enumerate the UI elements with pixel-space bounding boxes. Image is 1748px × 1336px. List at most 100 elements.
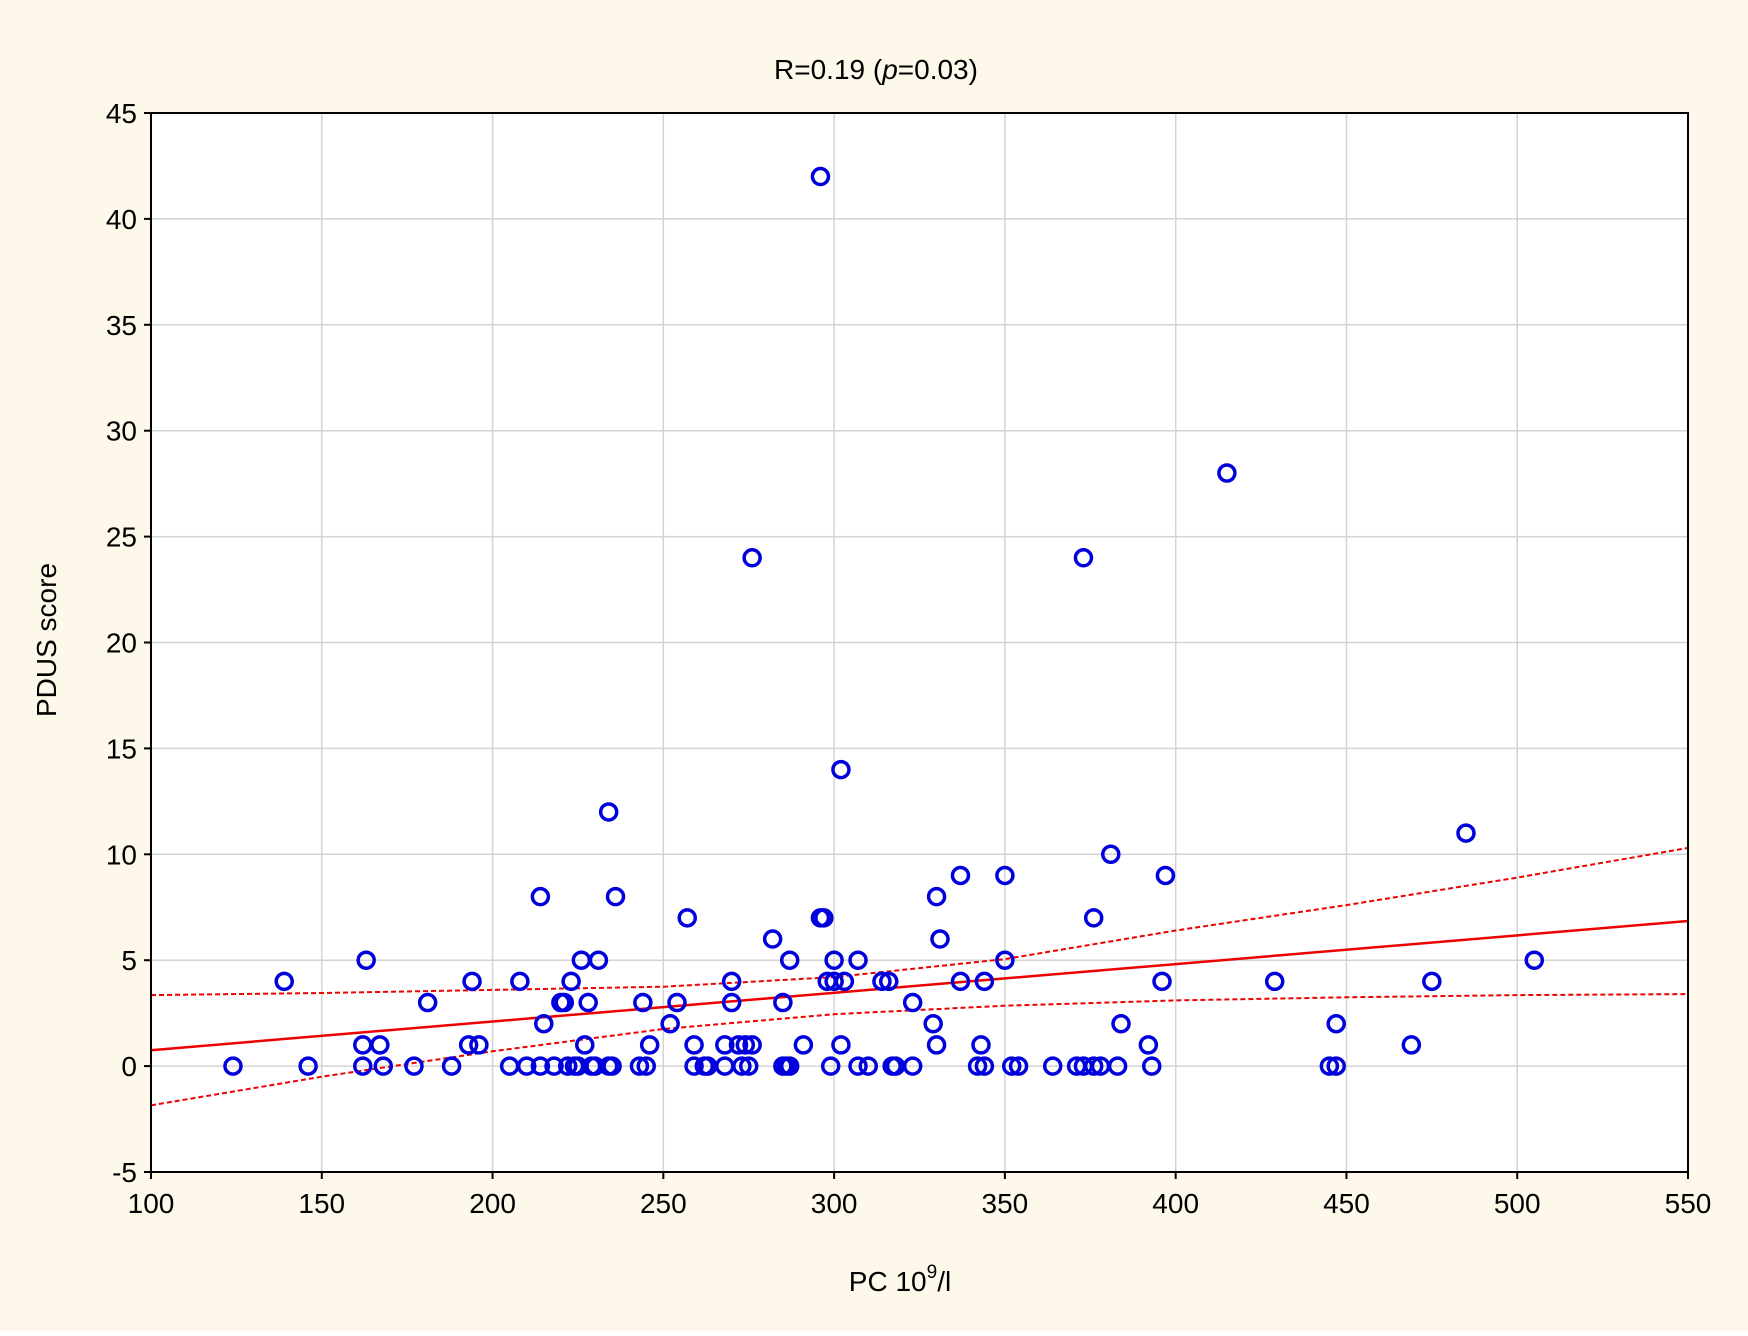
- x-tick-label: 100: [128, 1188, 175, 1219]
- data-point: [1138, 1035, 1159, 1055]
- data-point: [1326, 1056, 1346, 1076]
- y-tick-label: 15: [106, 733, 137, 764]
- data-point: [950, 971, 971, 992]
- data-point: [223, 1056, 243, 1076]
- data-point: [516, 1056, 537, 1076]
- data-point: [356, 950, 376, 970]
- data-point: [605, 886, 626, 907]
- data-point: [544, 1056, 564, 1076]
- data-point: [879, 971, 899, 992]
- data-point: [1155, 865, 1176, 886]
- data-point: [1217, 463, 1237, 483]
- data-point: [639, 1035, 660, 1055]
- data-point: [598, 802, 619, 822]
- data-point: [930, 929, 950, 949]
- x-tick-label: 450: [1323, 1188, 1370, 1219]
- y-tick-label: 35: [106, 310, 137, 341]
- data-point: [950, 865, 971, 886]
- data-point: [370, 1035, 390, 1055]
- data-point: [1456, 823, 1476, 843]
- data-point: [831, 759, 851, 780]
- data-point: [926, 1035, 947, 1055]
- data-point: [721, 971, 742, 992]
- y-tick-label: 0: [121, 1051, 137, 1082]
- data-point: [773, 992, 793, 1013]
- data-point: [1111, 1013, 1131, 1034]
- data-point: [274, 971, 294, 992]
- data-point: [353, 1056, 373, 1076]
- data-point: [588, 950, 609, 970]
- data-point: [534, 1013, 554, 1034]
- data-point: [779, 950, 800, 970]
- data-point: [810, 166, 831, 187]
- data-point: [660, 1013, 680, 1034]
- data-point: [469, 1035, 489, 1055]
- data-point: [715, 1035, 735, 1055]
- data-point: [1008, 1056, 1029, 1076]
- data-point: [1001, 1056, 1022, 1076]
- regression-line: [150, 919, 1689, 1052]
- x-tick-label: 350: [982, 1188, 1029, 1219]
- data-point: [762, 929, 783, 949]
- data-point: [971, 1035, 991, 1055]
- data-point: [417, 992, 438, 1013]
- y-axis-label: PDUS score: [31, 563, 62, 717]
- data-point: [1319, 1056, 1340, 1076]
- data-point: [831, 1035, 851, 1055]
- data-point: [684, 1056, 704, 1076]
- data-point: [458, 1035, 479, 1055]
- data-point: [858, 1056, 879, 1076]
- data-point: [974, 971, 995, 992]
- y-tick-label: 25: [106, 522, 137, 553]
- data-point: [1401, 1035, 1422, 1055]
- x-tick-label: 250: [640, 1188, 687, 1219]
- data-point: [814, 908, 834, 928]
- data-point: [1083, 908, 1104, 928]
- data-point: [561, 971, 581, 992]
- data-point: [629, 1056, 650, 1076]
- data-point: [1422, 971, 1442, 992]
- data-point: [1142, 1056, 1162, 1076]
- x-tick-label: 550: [1665, 1188, 1712, 1219]
- data-point: [820, 1056, 841, 1076]
- data-point: [738, 1056, 759, 1076]
- data-point: [1073, 548, 1094, 568]
- data-point: [667, 992, 687, 1013]
- data-point: [1152, 971, 1172, 992]
- data-point: [902, 1056, 923, 1076]
- confidence-band-upper: [150, 846, 1689, 997]
- data-points: [223, 166, 1545, 1076]
- data-point: [824, 950, 844, 970]
- data-point: [575, 1035, 595, 1055]
- data-point: [1326, 1013, 1346, 1034]
- data-point: [824, 971, 844, 992]
- data-point: [298, 1056, 318, 1076]
- data-point: [578, 992, 598, 1013]
- y-tick-label: 10: [106, 839, 137, 870]
- x-tick-label: 400: [1152, 1188, 1199, 1219]
- data-point: [1042, 1056, 1063, 1076]
- data-point: [510, 971, 530, 992]
- data-point: [557, 1056, 578, 1076]
- data-point: [793, 1035, 814, 1055]
- data-point: [974, 1056, 995, 1076]
- data-point: [684, 1035, 704, 1055]
- data-point: [1101, 844, 1121, 865]
- data-point: [902, 992, 923, 1013]
- y-tick-label: 5: [121, 945, 137, 976]
- data-point: [995, 950, 1015, 970]
- data-point: [779, 1056, 800, 1076]
- data-point: [742, 1035, 762, 1055]
- data-point: [633, 992, 653, 1013]
- data-point: [848, 1056, 868, 1076]
- x-axis-label: PC 109/l: [849, 1262, 951, 1297]
- data-point: [834, 971, 855, 992]
- data-point: [602, 1056, 622, 1076]
- y-tick-label: 45: [106, 98, 137, 129]
- y-tick-label: -5: [112, 1157, 137, 1188]
- x-tick-label: 200: [469, 1188, 516, 1219]
- data-point: [735, 1035, 756, 1055]
- data-point: [1264, 971, 1285, 992]
